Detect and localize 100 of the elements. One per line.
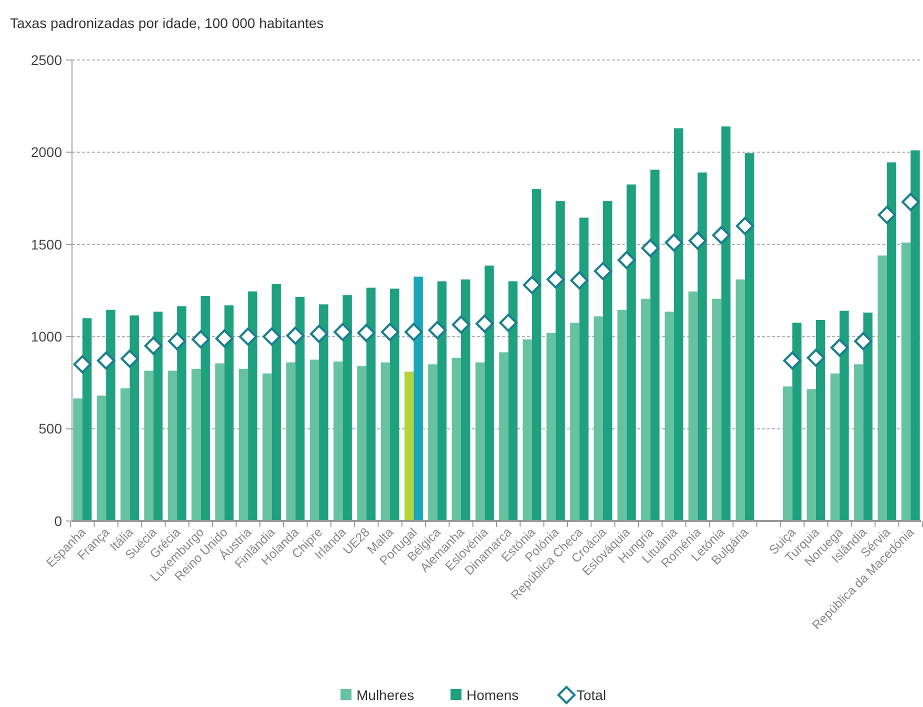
bar (546, 332, 556, 521)
bar (910, 150, 920, 521)
point (783, 351, 802, 370)
bar (106, 310, 116, 521)
bar (404, 372, 414, 521)
point (664, 233, 684, 252)
bar (641, 298, 650, 521)
y-tick-label: 1000 (30, 328, 62, 344)
bar (712, 298, 722, 521)
bar (200, 296, 210, 521)
point (522, 276, 542, 294)
bar (721, 126, 731, 521)
bar (744, 153, 754, 521)
bar (96, 396, 106, 521)
bar (579, 218, 589, 521)
bar (594, 316, 603, 521)
bar (556, 201, 565, 521)
bar (806, 389, 816, 521)
point (238, 328, 258, 346)
bar (153, 312, 163, 521)
bar (437, 281, 447, 521)
bar (886, 162, 896, 521)
bar (390, 288, 400, 521)
point (901, 192, 920, 212)
point (96, 351, 116, 370)
bar (144, 370, 154, 521)
point (499, 314, 518, 332)
point (806, 348, 826, 367)
bar (674, 128, 684, 521)
bar (319, 304, 328, 521)
point (357, 324, 376, 342)
legend-label: Homens (466, 686, 519, 703)
bar (414, 276, 423, 521)
bar (366, 288, 376, 521)
bar (499, 352, 508, 521)
point (215, 329, 234, 348)
point (618, 250, 636, 270)
bar (295, 296, 305, 521)
bar (664, 312, 674, 521)
bar (238, 368, 248, 521)
bar (168, 370, 178, 521)
bar (452, 358, 462, 521)
bar (570, 322, 580, 521)
bar (736, 279, 745, 521)
bar (484, 266, 494, 521)
y-tick-label: 0 (54, 512, 62, 529)
bar (215, 363, 224, 521)
point (736, 216, 754, 236)
y-tick-label: 2000 (30, 144, 62, 160)
bar (650, 170, 660, 521)
point (262, 328, 281, 346)
legend-label: Total (576, 686, 606, 703)
bar (73, 398, 82, 521)
point (310, 324, 328, 343)
bar (224, 305, 234, 521)
bar (792, 322, 802, 521)
point (73, 355, 92, 374)
bar (508, 281, 518, 521)
y-tick-label: 500 (38, 420, 62, 437)
point (830, 338, 849, 357)
bar (617, 310, 627, 521)
bar (428, 364, 438, 521)
bar (82, 318, 92, 521)
point (120, 350, 139, 368)
bar (262, 373, 272, 521)
point (594, 262, 612, 280)
bar (310, 360, 320, 521)
bar (522, 339, 532, 521)
bar (177, 306, 186, 521)
point (380, 322, 400, 342)
point (570, 271, 588, 290)
point (546, 270, 565, 289)
point (334, 322, 352, 342)
bar (878, 255, 887, 521)
bar (854, 364, 864, 521)
bar (380, 362, 390, 521)
bar (783, 386, 792, 521)
point (404, 322, 423, 342)
y-tick-label: 1500 (30, 236, 62, 252)
bar (461, 279, 470, 521)
point (476, 314, 494, 333)
point (688, 232, 707, 250)
point (641, 238, 660, 258)
bar (130, 315, 139, 521)
bar (248, 291, 258, 521)
bar (272, 284, 281, 521)
point (192, 330, 210, 348)
point (428, 321, 446, 340)
legend-label: Mulheres (356, 686, 414, 703)
bar (901, 242, 911, 521)
point (286, 326, 304, 345)
bar (286, 362, 296, 521)
point (168, 332, 186, 350)
bar (120, 388, 130, 521)
bar (191, 368, 201, 521)
point (854, 332, 872, 350)
bar (626, 184, 636, 521)
bar (333, 361, 343, 521)
bar (475, 362, 485, 521)
point (878, 206, 896, 224)
